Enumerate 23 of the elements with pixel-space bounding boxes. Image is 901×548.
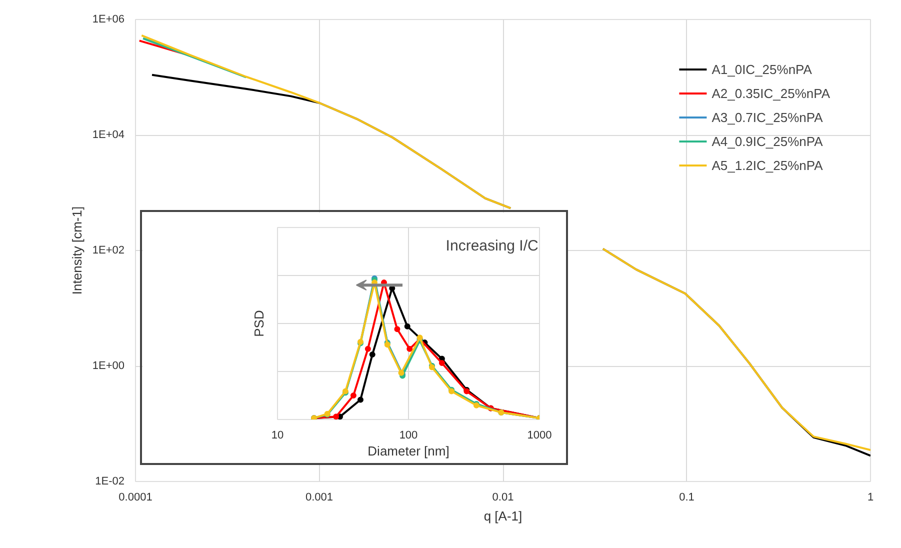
legend-label: A5_1.2IC_25%nPA [712,158,823,172]
x-tick-label: 1 [867,492,874,504]
y-tick-label: 1E+06 [92,14,125,26]
x-tick-label: 0.1 [679,492,694,504]
x-tick-label: 10 [271,430,284,442]
legend-label: A1_0IC_25%nPA [712,62,812,76]
x-tick-label: 0.0001 [118,492,152,504]
x-axis-title: Diameter [nm] [368,444,450,458]
x-tick-label: 0.01 [492,492,514,504]
x-tick-label: 1000 [527,430,552,442]
y-tick-label: 1E+04 [92,129,125,141]
y-tick-label: 1E-02 [95,476,125,488]
y-tick-label: 1E+00 [92,360,125,372]
x-tick-label: 100 [399,430,418,442]
x-axis-title: q [A-1] [484,508,522,524]
x-tick-label: 0.001 [305,492,334,504]
legend-label: A4_0.9IC_25%nPA [712,134,823,148]
annotation: Increasing I/C [446,237,539,254]
y-axis-title: PSD [252,310,266,337]
y-axis-title: Intensity [cm-1] [69,206,84,295]
legend-label: A2_0.35IC_25%nPA [712,86,830,100]
legend-label: A3_0.7IC_25%nPA [712,110,823,124]
y-tick-label: 1E+02 [92,244,125,256]
